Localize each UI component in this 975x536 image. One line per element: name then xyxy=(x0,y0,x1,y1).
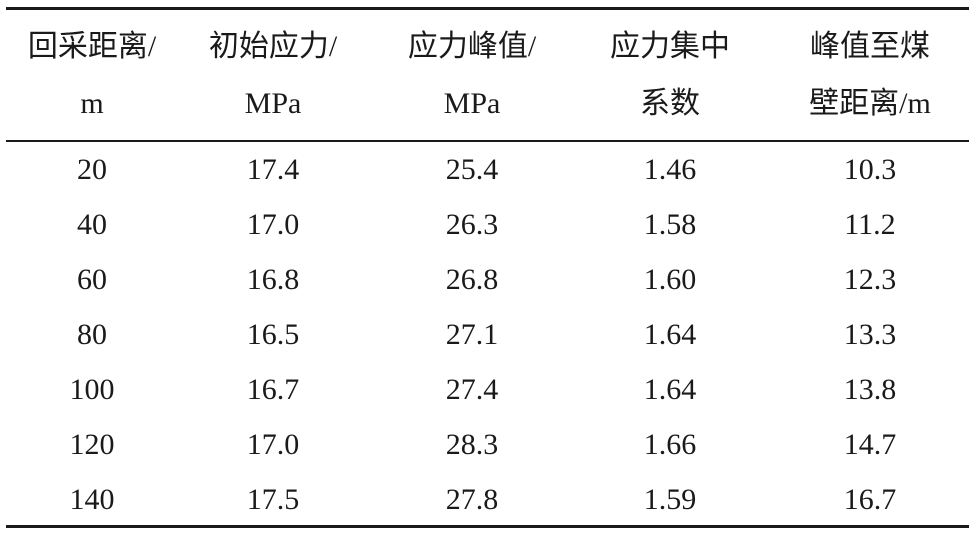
table-cell: 120 xyxy=(69,428,115,461)
table-cell: 100 xyxy=(69,373,115,406)
table-cell: 40 xyxy=(77,208,107,241)
table-cell: 12.3 xyxy=(843,263,897,296)
table-cell: 17.5 xyxy=(246,483,300,516)
header-text: 峰值至煤 xyxy=(810,30,930,63)
header-rule xyxy=(6,140,969,142)
table-cell: 1.64 xyxy=(643,373,697,406)
table-cell: 1.66 xyxy=(643,428,697,461)
table-cell: 80 xyxy=(77,318,107,351)
table-cell: 11.2 xyxy=(844,208,896,241)
header-text: 初始应力/ xyxy=(208,30,338,63)
table-cell: 1.58 xyxy=(643,208,697,241)
table-cell: 26.3 xyxy=(445,208,499,241)
bottom-rule xyxy=(6,525,969,528)
table-cell: 60 xyxy=(77,263,107,296)
table-cell: 1.60 xyxy=(643,263,697,296)
table-cell: 16.7 xyxy=(246,373,300,406)
table-cell: 1.59 xyxy=(643,483,697,516)
table-cell: 13.8 xyxy=(843,373,897,406)
table-cell: 28.3 xyxy=(445,428,499,461)
table-cell: 27.1 xyxy=(445,318,499,351)
header-text: 应力集中 xyxy=(610,30,730,63)
header-text: m xyxy=(80,87,104,120)
table-cell: 14.7 xyxy=(843,428,897,461)
table-cell: 17.0 xyxy=(246,208,300,241)
header-text: 应力峰值/ xyxy=(407,30,537,63)
table-cell: 20 xyxy=(77,153,107,186)
table-cell: 16.7 xyxy=(843,483,897,516)
table-cell: 1.64 xyxy=(643,318,697,351)
table-cell: 16.8 xyxy=(246,263,300,296)
top-rule xyxy=(6,7,969,10)
table-cell: 17.4 xyxy=(246,153,300,186)
table-cell: 27.8 xyxy=(445,483,499,516)
table-cell: 13.3 xyxy=(843,318,897,351)
table-cell: 16.5 xyxy=(246,318,300,351)
header-text: 系数 xyxy=(640,87,700,120)
header-text: MPa xyxy=(443,87,501,120)
header-text: MPa xyxy=(244,87,302,120)
table-cell: 17.0 xyxy=(246,428,300,461)
table-cell: 26.8 xyxy=(445,263,499,296)
table-cell: 25.4 xyxy=(445,153,499,186)
table-cell: 140 xyxy=(69,483,115,516)
table-cell: 27.4 xyxy=(445,373,499,406)
table-cell: 10.3 xyxy=(843,153,897,186)
header-text: 壁距离/m xyxy=(809,87,931,120)
table-cell: 1.46 xyxy=(643,153,697,186)
header-text: 回采距离/ xyxy=(27,30,157,63)
